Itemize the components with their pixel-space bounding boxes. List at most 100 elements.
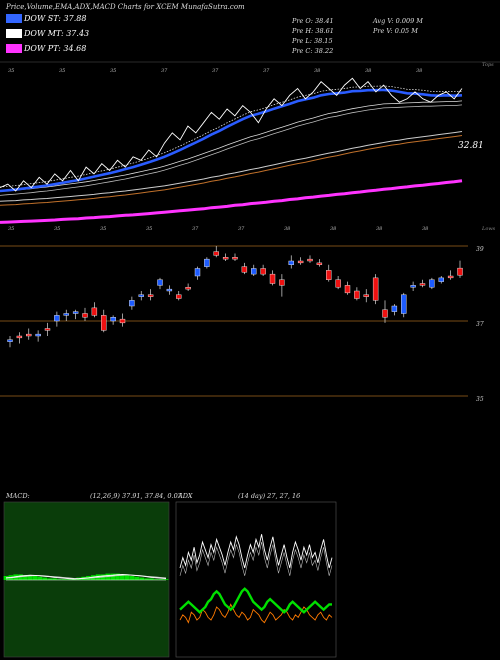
top-tick-label: 37: [212, 68, 219, 74]
pre-low: Pre L: 38.15: [292, 37, 333, 45]
bottom-tick-label: 38: [376, 226, 382, 232]
candle-body: [410, 285, 416, 288]
macd-histogram-bar: [115, 573, 120, 580]
ema-tick-labels: 35 35 35 37 37 37 38 38 38 35 35 35 35 37 37 38 38 38 38: [8, 68, 428, 232]
macd-histogram-bar: [129, 576, 135, 580]
bottom-tick-label: 35: [146, 226, 152, 232]
macd-chart: [3, 573, 169, 581]
ema-short-line: [0, 88, 463, 193]
macd-title: MACD:: [5, 492, 30, 500]
ema-mid-line-a: [0, 100, 463, 192]
candle-body: [119, 318, 126, 324]
adx-chart: [179, 534, 333, 624]
candle-body: [204, 258, 210, 267]
adx-params: (14 day) 27, 27, 16: [238, 492, 300, 500]
candle-body: [82, 313, 88, 318]
chart-header: Price,Volume,EMA,ADX,MACD Charts for XCE…: [6, 3, 245, 11]
candle-body: [213, 251, 219, 256]
macd-histogram-bar: [27, 575, 33, 580]
candle-body: [251, 268, 257, 275]
bottom-tick-label: 35: [8, 226, 14, 232]
macd-histogram-bar: [134, 576, 140, 580]
pre-close: Pre C: 38.22: [292, 47, 334, 55]
top-tick-label: 38: [416, 68, 422, 74]
candle-body: [157, 279, 163, 286]
candle-body: [419, 283, 426, 286]
pre-volume: Pre V: 0.05 M: [373, 27, 418, 35]
candle-body: [326, 270, 332, 280]
top-tick-label: 38: [365, 68, 371, 74]
bottom-tick-label: 38: [422, 226, 428, 232]
candle-body: [54, 315, 60, 322]
macd-histogram-bar: [158, 579, 164, 580]
macd-histogram-bar: [144, 578, 149, 580]
candle-body: [391, 305, 398, 312]
candle-body: [166, 288, 173, 292]
macd-histogram-bar: [66, 579, 72, 580]
legend-label-st: DOW ST: 37.88: [24, 14, 87, 23]
bottom-tick-label: 37: [192, 226, 199, 232]
legend-swatch-pt: [6, 44, 22, 53]
candle-body: [307, 258, 313, 262]
candle-body: [260, 268, 266, 275]
legend-label-pt: DOW PT: 34.68: [24, 44, 87, 53]
candle-body: [16, 335, 23, 339]
adx-plus-di-shadow-line: [179, 541, 333, 576]
macd-histogram-bar: [124, 575, 130, 580]
avg-volume: Avg V: 0.009 M: [373, 17, 423, 25]
candle-body: [176, 294, 182, 299]
level-label-39: 39: [476, 246, 484, 253]
macd-histogram-bar: [42, 577, 48, 580]
macd-histogram-bar: [56, 579, 62, 580]
price-label: 32.81: [458, 141, 484, 151]
candle-body: [101, 315, 107, 331]
candle-body: [110, 317, 116, 322]
macd-histogram-bar: [47, 578, 52, 580]
legend-label-mt: DOW MT: 37.43: [24, 29, 90, 38]
macd-histogram-bar: [37, 576, 43, 580]
bottom-tick-label: 38: [284, 226, 290, 232]
macd-histogram-bar: [120, 574, 125, 580]
candles: [7, 246, 463, 348]
candle-body: [297, 260, 304, 264]
macd-histogram-bar: [61, 579, 67, 580]
bottom-tick-label: 35: [54, 226, 60, 232]
candle-body: [363, 294, 369, 297]
candle-body: [457, 267, 463, 276]
candle-body: [279, 279, 285, 286]
bottom-tick-label: 38: [330, 226, 336, 232]
ema-mid-line-b: [0, 104, 463, 196]
candle-body: [429, 279, 435, 288]
candle-body: [147, 294, 154, 297]
candle-body: [335, 279, 341, 288]
macd-histogram-bar: [149, 578, 154, 580]
macd-histogram-bar: [163, 579, 169, 580]
candle-body: [447, 275, 454, 279]
candle-body: [438, 277, 444, 282]
top-tick-label: 35: [8, 68, 14, 74]
candle-body: [241, 266, 248, 273]
macd-histogram-bar: [23, 575, 28, 580]
candle-body: [372, 277, 379, 301]
candle-body: [91, 307, 98, 316]
macd-histogram-bar: [52, 578, 57, 580]
candle-body: [288, 260, 294, 265]
bottom-tick-label: 37: [238, 226, 245, 232]
candle-body: [401, 294, 407, 314]
candle-body: [129, 300, 135, 307]
candle-body: [44, 328, 51, 331]
candle-body: [194, 268, 201, 277]
pre-open: Pre O: 38.41: [292, 17, 334, 25]
top-tick-label: 37: [161, 68, 168, 74]
macd-line: [5, 574, 167, 580]
candle-body: [63, 313, 69, 316]
candle-body: [185, 287, 191, 290]
adx-line: [179, 587, 332, 614]
adx-plus-di-line: [179, 534, 333, 569]
candle-body: [72, 311, 79, 314]
candle-body: [316, 262, 323, 265]
level-label-35: 35: [476, 396, 484, 403]
candle-body: [344, 285, 351, 294]
lows-label: Lows: [481, 226, 496, 232]
